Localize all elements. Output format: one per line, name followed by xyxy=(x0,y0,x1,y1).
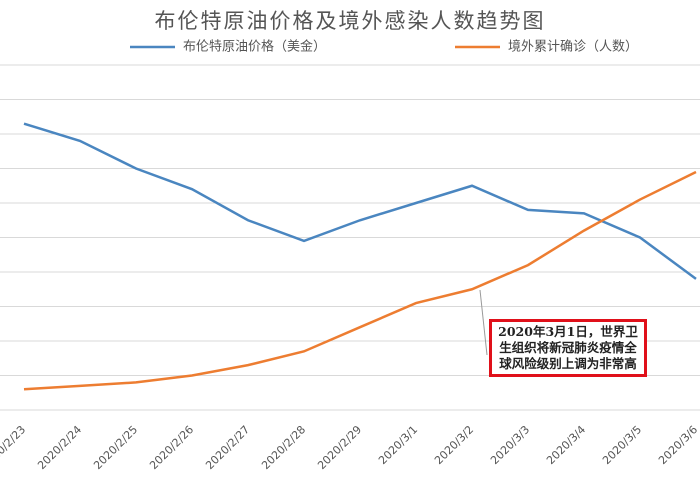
x-tick-label: 2020/3/2 xyxy=(432,423,476,467)
x-tick-label: 2020/3/6 xyxy=(656,423,700,467)
x-tick-label: 2020/3/5 xyxy=(600,423,644,467)
x-tick-label: 2020/2/27 xyxy=(203,423,252,472)
legend-label: 布伦特原油价格（美金） xyxy=(183,39,326,55)
legend-label: 境外累计确诊（人数） xyxy=(508,40,638,55)
series-line xyxy=(23,122,697,280)
chart-title: 布伦特原油价格及境外感染人数趋势图 xyxy=(155,9,546,33)
x-tick-label: 2020/2/25 xyxy=(91,423,140,472)
x-tick-label: 2020/3/4 xyxy=(544,423,588,467)
x-tick-label: 2020/2/24 xyxy=(35,423,84,472)
x-tick-label: 2020/2/28 xyxy=(259,423,308,472)
annotation: 2020年3月1日，世界卫生组织将新冠肺炎疫情全球风险级别上调为非常高 xyxy=(489,319,647,377)
x-tick-label: 2020/3/3 xyxy=(488,423,532,467)
leader-line xyxy=(479,289,488,356)
x-tick-label: 2020/2/23 xyxy=(0,423,28,472)
x-tick-label: 2020/3/1 xyxy=(376,423,420,467)
series-line xyxy=(23,170,697,391)
x-tick-label: 2020/2/26 xyxy=(147,423,196,472)
x-tick-label: 2020/2/29 xyxy=(315,423,364,472)
